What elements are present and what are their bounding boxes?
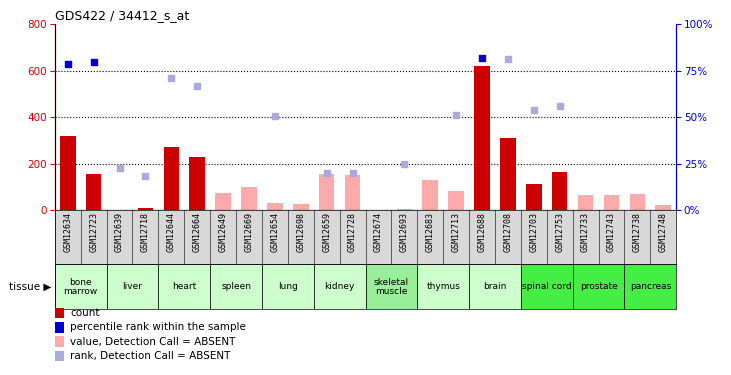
Bar [552, 172, 567, 210]
Text: count: count [70, 308, 99, 318]
Text: spinal cord: spinal cord [522, 282, 572, 291]
Text: thymus: thymus [426, 282, 460, 291]
Bar [448, 191, 464, 210]
Text: GSM12693: GSM12693 [400, 212, 409, 252]
Text: tissue ▶: tissue ▶ [9, 282, 51, 292]
Text: percentile rank within the sample: percentile rank within the sample [70, 322, 246, 332]
Text: GSM12649: GSM12649 [219, 212, 227, 252]
Text: GSM12698: GSM12698 [296, 212, 306, 252]
Text: liver: liver [123, 282, 143, 291]
Text: GSM12654: GSM12654 [270, 212, 279, 252]
Text: GSM12639: GSM12639 [115, 212, 124, 252]
Bar [241, 187, 257, 210]
Text: GSM12708: GSM12708 [504, 212, 512, 252]
Text: GSM12728: GSM12728 [348, 212, 357, 252]
Point [450, 112, 462, 118]
Bar [526, 184, 542, 210]
Bar [624, 264, 676, 309]
Bar [572, 264, 624, 309]
Bar [604, 195, 619, 210]
Text: GSM12659: GSM12659 [322, 212, 331, 252]
Bar [107, 264, 159, 309]
Text: spleen: spleen [221, 282, 251, 291]
Bar [267, 203, 283, 210]
Point [502, 56, 514, 62]
Point [321, 170, 333, 176]
Bar [137, 208, 154, 210]
Text: heart: heart [172, 282, 197, 291]
Text: lung: lung [278, 282, 298, 291]
Text: kidney: kidney [325, 282, 355, 291]
Text: GSM12644: GSM12644 [167, 212, 176, 252]
Bar [262, 264, 314, 309]
Point [192, 83, 203, 89]
Bar [189, 157, 205, 210]
Point [140, 173, 151, 179]
Text: GSM12674: GSM12674 [374, 212, 383, 252]
Bar [319, 174, 334, 210]
Text: GSM12748: GSM12748 [659, 212, 667, 252]
Bar [211, 264, 262, 309]
Point [62, 61, 74, 67]
Point [269, 113, 281, 119]
Point [528, 107, 539, 113]
Text: GSM12733: GSM12733 [581, 212, 590, 252]
Bar [629, 194, 645, 210]
Bar [417, 264, 469, 309]
Text: GSM12683: GSM12683 [425, 212, 435, 252]
Point [165, 75, 177, 81]
Bar [86, 174, 102, 210]
Point [476, 55, 488, 61]
Text: GSM12688: GSM12688 [477, 212, 487, 252]
Text: prostate: prostate [580, 282, 618, 291]
Text: GSM12634: GSM12634 [64, 212, 72, 252]
Bar [521, 264, 572, 309]
Text: brain: brain [483, 282, 507, 291]
Bar [314, 264, 366, 309]
Point [88, 58, 99, 64]
Text: bone
marrow: bone marrow [64, 278, 98, 296]
Bar [60, 136, 75, 210]
Bar [500, 138, 515, 210]
Text: GSM12664: GSM12664 [193, 212, 202, 252]
Bar [293, 204, 308, 210]
Bar [656, 206, 671, 210]
Text: rank, Detection Call = ABSENT: rank, Detection Call = ABSENT [70, 351, 230, 361]
Bar [396, 209, 412, 210]
Text: value, Detection Call = ABSENT: value, Detection Call = ABSENT [70, 337, 235, 346]
Point [346, 170, 358, 176]
Bar [577, 195, 594, 210]
Text: pancreas: pancreas [629, 282, 671, 291]
Bar [159, 264, 211, 309]
Bar [216, 193, 231, 210]
Text: GSM12738: GSM12738 [633, 212, 642, 252]
Point [554, 103, 566, 109]
Bar [474, 66, 490, 210]
Text: GSM12753: GSM12753 [555, 212, 564, 252]
Text: skeletal
muscle: skeletal muscle [374, 278, 409, 296]
Text: GSM12713: GSM12713 [452, 212, 461, 252]
Text: GSM12669: GSM12669 [244, 212, 254, 252]
Text: GDS422 / 34412_s_at: GDS422 / 34412_s_at [55, 9, 189, 22]
Text: GSM12718: GSM12718 [141, 212, 150, 252]
Text: GSM12723: GSM12723 [89, 212, 98, 252]
Bar [423, 180, 438, 210]
Point [114, 165, 126, 171]
Bar [345, 175, 360, 210]
Bar [469, 264, 520, 309]
Text: GSM12743: GSM12743 [607, 212, 616, 252]
Point [398, 160, 410, 166]
Bar [366, 264, 417, 309]
Text: GSM12703: GSM12703 [529, 212, 538, 252]
Bar [164, 147, 179, 210]
Bar [55, 264, 107, 309]
